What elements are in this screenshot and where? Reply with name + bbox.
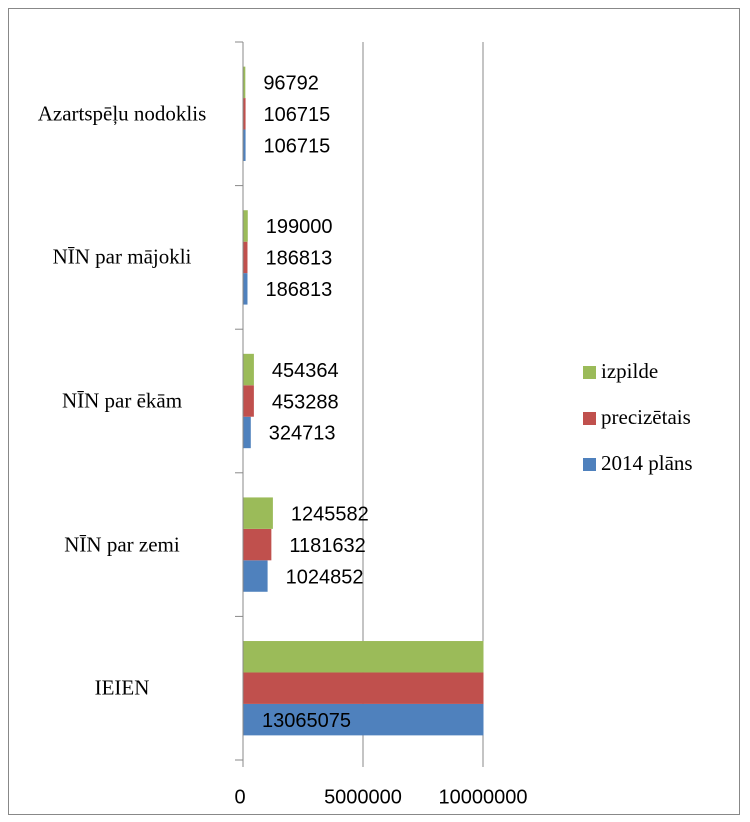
bar xyxy=(243,98,246,130)
data-label: 1245582 xyxy=(291,503,369,525)
bar xyxy=(243,528,272,561)
data-label: 454364 xyxy=(272,360,339,382)
data-label: 96792 xyxy=(263,73,319,95)
bar xyxy=(243,560,268,592)
data-label: 13065075 xyxy=(262,710,351,732)
data-label: 186813 xyxy=(265,279,332,301)
bar xyxy=(243,273,248,305)
category-label: Azartspēļu nodoklis xyxy=(37,101,207,126)
legend-label: precizētais xyxy=(601,405,691,429)
bar xyxy=(243,129,246,161)
bar xyxy=(243,210,248,242)
x-tick-label: 5000000 xyxy=(324,786,402,808)
chart-frame xyxy=(8,8,740,815)
legend-swatch xyxy=(583,412,596,425)
x-tick-label: 10000000 xyxy=(439,786,528,808)
category-label: NĪN par zemi xyxy=(64,532,180,557)
data-label: 1181632 xyxy=(289,535,365,557)
data-label: 324713 xyxy=(269,423,336,445)
category-label: NĪN par mājokli xyxy=(52,244,192,269)
data-label: 106715 xyxy=(264,104,331,126)
bar xyxy=(243,641,484,673)
bar xyxy=(243,703,484,736)
x-tick-label: 0 xyxy=(234,786,245,808)
bar xyxy=(243,416,251,449)
bar xyxy=(243,672,484,704)
legend-label: 2014 plāns xyxy=(601,451,693,475)
bar xyxy=(243,241,248,274)
legend-swatch xyxy=(583,458,596,471)
legend-label: izpilde xyxy=(601,359,658,383)
data-label: 199000 xyxy=(266,216,333,238)
data-label: 1024852 xyxy=(286,566,364,588)
plot-area xyxy=(243,66,484,736)
bar xyxy=(243,385,254,417)
category-label: IEIEN xyxy=(94,675,150,700)
bar xyxy=(243,66,246,99)
legend-swatch xyxy=(583,366,596,379)
bar xyxy=(243,497,273,529)
category-label: NĪN par ēkām xyxy=(61,388,183,413)
bar xyxy=(243,353,254,386)
data-label: 453288 xyxy=(272,391,339,413)
data-label: 186813 xyxy=(265,248,332,270)
data-label: 106715 xyxy=(264,136,331,158)
